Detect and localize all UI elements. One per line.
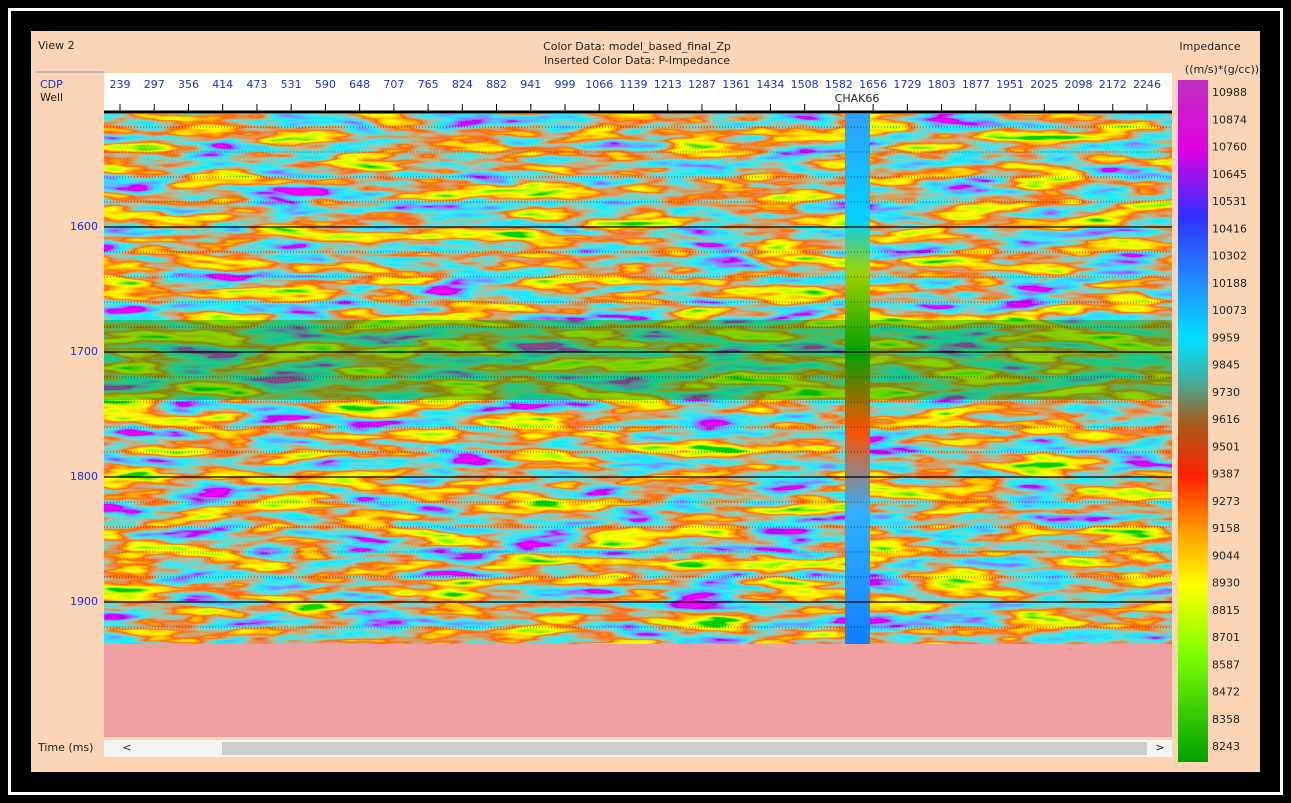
- cdp-tick-label: 2098: [1065, 78, 1093, 91]
- colorbar-label: 8472: [1212, 686, 1240, 699]
- colorbar-unit: ((m/s)*(g/cc)): [1185, 63, 1259, 76]
- colorbar-label: 10073: [1212, 304, 1247, 317]
- cdp-tick-label: 1213: [654, 78, 682, 91]
- cdp-tick-label: 1582: [825, 78, 853, 91]
- colorbar-label: 10874: [1212, 113, 1247, 126]
- cdp-tick-label: 1877: [962, 78, 990, 91]
- well-log: [845, 114, 870, 644]
- well-label: Well: [40, 91, 63, 104]
- cdp-tick-label: 2246: [1133, 78, 1161, 91]
- colorbar-label: 10302: [1212, 250, 1247, 263]
- colorbar-label: 8930: [1212, 577, 1240, 590]
- colorbar-label: 10760: [1212, 141, 1247, 154]
- time-tick-label: 1700: [70, 345, 98, 358]
- colorbar-label: 9730: [1212, 386, 1240, 399]
- colorbar-label: 9273: [1212, 495, 1240, 508]
- screenshot: View 2 Color Data: model_based_final_Zp …: [0, 0, 1291, 803]
- cdp-label: CDP: [40, 78, 63, 91]
- colorbar-label: 8815: [1212, 604, 1240, 617]
- colorbar-label: 8701: [1212, 631, 1240, 644]
- cdp-tick-label: 297: [144, 78, 165, 91]
- cdp-tick-label: 414: [212, 78, 233, 91]
- view-title: View 2: [38, 39, 75, 52]
- scroll-left[interactable]: <: [122, 741, 131, 754]
- time-tick-label: 1900: [70, 595, 98, 608]
- scrollbar-thumb[interactable]: [222, 742, 1147, 755]
- time-tick-label: 1800: [70, 470, 98, 483]
- seismic-band: [104, 320, 1172, 400]
- cdp-tick-label: 1803: [928, 78, 956, 91]
- cdp-tick-label: 1656: [859, 78, 887, 91]
- well-name: CHAK66: [835, 92, 880, 105]
- colorbar-label: 10645: [1212, 168, 1247, 181]
- cdp-tick-label: 999: [555, 78, 576, 91]
- colorbar-label: 8243: [1212, 740, 1240, 753]
- cdp-tick-label: 473: [246, 78, 267, 91]
- scroll-right[interactable]: >: [1155, 741, 1164, 754]
- cdp-tick-label: 356: [178, 78, 199, 91]
- colorbar-label: 9959: [1212, 331, 1240, 344]
- cdp-tick-label: 1139: [620, 78, 648, 91]
- colorbar-label: 9387: [1212, 468, 1240, 481]
- colorbar-label: 9616: [1212, 413, 1240, 426]
- cdp-tick-label: 707: [383, 78, 404, 91]
- cdp-tick-label: 239: [110, 78, 131, 91]
- colorbar-label: 9044: [1212, 549, 1240, 562]
- time-tick-label: 1600: [70, 220, 98, 233]
- cdp-tick-label: 824: [452, 78, 473, 91]
- cdp-tick-label: 1287: [688, 78, 716, 91]
- colorbar-label: 10988: [1212, 86, 1247, 99]
- cdp-tick-label: 648: [349, 78, 370, 91]
- color-data: Color Data: model_based_final_Zp: [543, 40, 731, 53]
- colorbar-label: 10531: [1212, 195, 1247, 208]
- cdp-tick-label: 1729: [893, 78, 921, 91]
- colorbar-label: 9158: [1212, 522, 1240, 535]
- cdp-tick-label: 531: [281, 78, 302, 91]
- cdp-tick-label: 1508: [791, 78, 819, 91]
- cdp-tick-label: 882: [486, 78, 507, 91]
- cdp-tick-label: 765: [418, 78, 439, 91]
- colorbar-label: 10416: [1212, 222, 1247, 235]
- time-label: Time (ms): [37, 741, 93, 754]
- colorbar-title: Impedance: [1179, 40, 1240, 53]
- empty-area: [104, 644, 1172, 737]
- colorbar-label: 8587: [1212, 658, 1240, 671]
- page: View 2 Color Data: model_based_final_Zp …: [0, 0, 1291, 803]
- cdp-tick-label: 1361: [722, 78, 750, 91]
- cdp-tick-label: 2172: [1099, 78, 1127, 91]
- cdp-tick-label: 1951: [996, 78, 1024, 91]
- cdp-tick-label: 1066: [585, 78, 613, 91]
- colorbar-label: 9845: [1212, 359, 1240, 372]
- cdp-tick-label: 2025: [1030, 78, 1058, 91]
- cdp-tick-label: 1434: [756, 78, 784, 91]
- colorbar-label: 10188: [1212, 277, 1247, 290]
- inserted-color-data: Inserted Color Data: P-Impedance: [544, 54, 730, 67]
- cdp-tick-label: 941: [520, 78, 541, 91]
- cdp-tick-label: 590: [315, 78, 336, 91]
- colorbar: [1178, 80, 1208, 762]
- colorbar-label: 9501: [1212, 440, 1240, 453]
- colorbar-label: 8358: [1212, 713, 1240, 726]
